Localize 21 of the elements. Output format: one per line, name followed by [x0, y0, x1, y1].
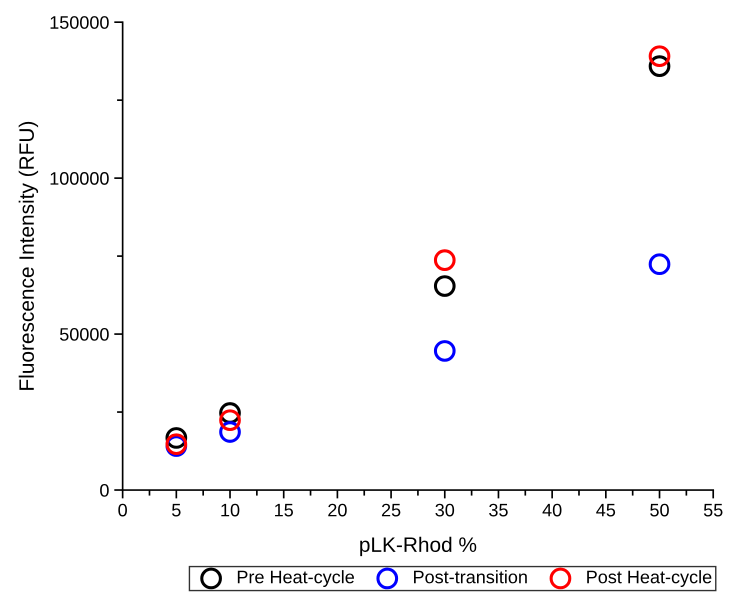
- x-tick-label: 35: [489, 504, 508, 516]
- x-tick-label: 50: [650, 504, 669, 516]
- y-tick-label: 150000: [50, 16, 109, 29]
- x-axis-title: pLK-Rhod %: [360, 536, 476, 556]
- x-tick-label: 25: [382, 504, 400, 516]
- x-tick-label: 5: [172, 504, 181, 516]
- x-tick-label: 15: [275, 504, 293, 516]
- legend-label: Pre Heat-cycle: [238, 570, 354, 587]
- legend-label: Post-transition: [414, 570, 527, 584]
- x-tick-label: 30: [435, 504, 454, 516]
- x-tick-label: 10: [221, 504, 240, 516]
- x-tick-label: 40: [542, 504, 562, 516]
- legend-label: Post Heat-cycle: [587, 570, 712, 587]
- y-tick-label: 50000: [60, 328, 109, 341]
- y-axis-title: Fluorescence Intensity (RFU): [18, 122, 38, 390]
- x-tick-label: 20: [328, 504, 347, 516]
- y-tick-label: 0: [100, 484, 109, 497]
- x-tick-label: 55: [704, 504, 722, 516]
- x-tick-label: 0: [118, 504, 127, 516]
- x-tick-label: 45: [596, 504, 616, 516]
- y-tick-label: 100000: [50, 172, 109, 185]
